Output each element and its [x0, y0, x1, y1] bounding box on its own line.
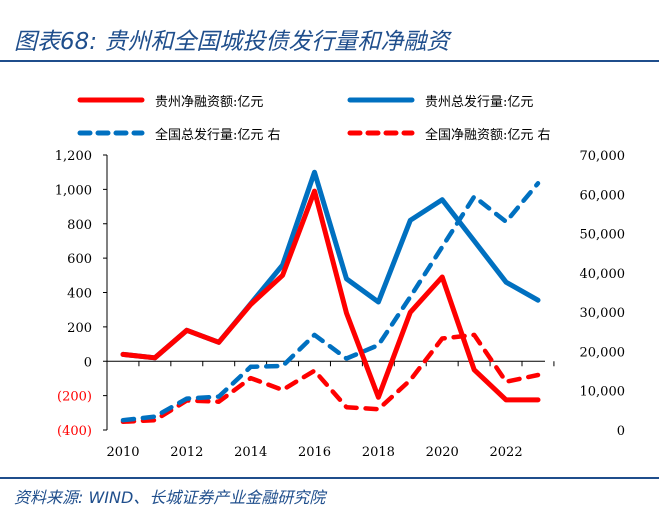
series-line-2 [120, 181, 541, 423]
x-tick-label: 2010 [106, 445, 139, 460]
x-tick-label: 2022 [490, 445, 523, 460]
legend-label: 贵州总发行量:亿元 [425, 94, 533, 110]
right-tick-label: 30,000 [580, 306, 626, 321]
left-tick-label: 600 [67, 252, 92, 267]
legend-label: 贵州净融资额:亿元 [155, 95, 263, 110]
x-tick-label: 2018 [362, 445, 395, 460]
legend-label: 全国总发行量:亿元 右 [155, 127, 281, 143]
right-tick-label: 50,000 [580, 228, 626, 243]
left-tick-label: (400) [57, 424, 92, 439]
source-note: 资料来源: WIND、长城证券产业金融研究院 [14, 488, 326, 507]
x-tick-label: 2012 [170, 445, 203, 460]
title-divider [0, 60, 659, 62]
left-tick-label: 0 [84, 355, 92, 370]
left-tick-label: (200) [57, 390, 92, 405]
series-line-0 [120, 188, 541, 403]
x-tick-label: 2014 [234, 445, 267, 460]
right-tick-label: 20,000 [580, 345, 626, 360]
left-tick-label: 800 [67, 218, 92, 233]
legend-label: 全国净融资额:亿元 右 [425, 127, 551, 143]
left-tick-label: 1,000 [55, 183, 92, 198]
left-tick-label: 200 [67, 321, 92, 336]
right-tick-label: 10,000 [580, 385, 626, 400]
x-tick-label: 2016 [298, 445, 331, 460]
source-divider [0, 477, 659, 479]
x-tick-label: 2020 [426, 445, 459, 460]
line-chart: (400) (200) 0 200 400 600 800 1,000 1,200 2010 201… [55, 94, 626, 460]
right-tick-label: 70,000 [580, 149, 626, 164]
chart-title: 图表68: 贵州和全国城投债发行量和净融资 [14, 29, 450, 55]
right-tick-label: 0 [617, 424, 625, 439]
left-tick-label: 1,200 [55, 149, 92, 164]
right-tick-label: 60,000 [580, 188, 626, 203]
right-tick-label: 40,000 [580, 267, 626, 282]
left-tick-label: 400 [67, 287, 92, 302]
